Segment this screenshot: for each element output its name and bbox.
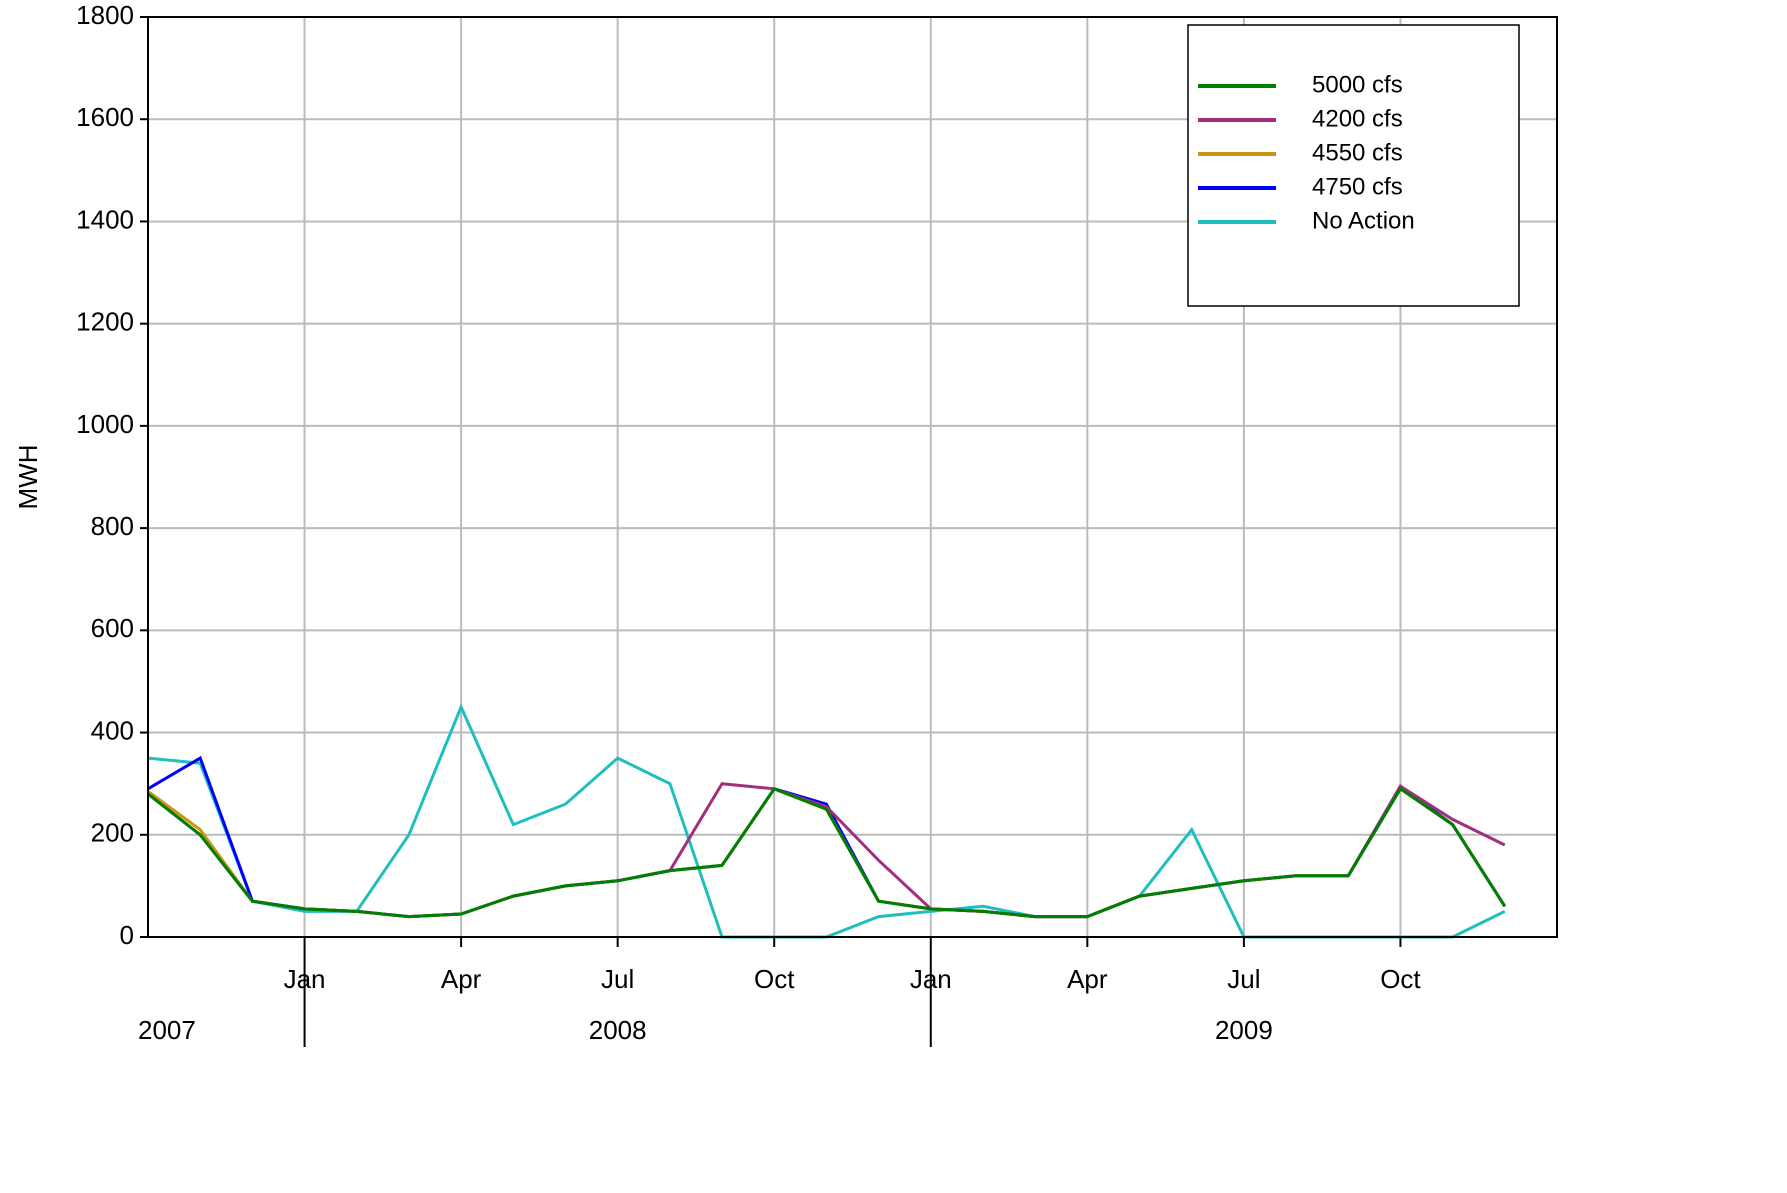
legend-label: 4550 cfs: [1312, 139, 1403, 166]
legend-label: 5000 cfs: [1312, 71, 1403, 98]
x-tick-label: Oct: [754, 964, 795, 994]
y-tick-label: 1000: [76, 409, 134, 439]
year-label: 2009: [1215, 1015, 1273, 1045]
legend-label: 4200 cfs: [1312, 105, 1403, 132]
y-tick-label: 1600: [76, 102, 134, 132]
x-tick-label: Apr: [1067, 964, 1108, 994]
x-tick-label: Jul: [601, 964, 634, 994]
y-axis-label: MWH: [13, 445, 43, 510]
axes: 0 200 400 600 800 1000 1200 1400 1600 1800 Jan Apr J…: [76, 0, 1421, 1047]
y-tick-label: 600: [91, 613, 134, 643]
y-tick-label: 200: [91, 818, 134, 848]
y-tick-label: 400: [91, 715, 134, 745]
x-tick-label: Apr: [441, 964, 482, 994]
legend-label: No Action: [1312, 207, 1415, 234]
year-label: 2007: [138, 1015, 196, 1045]
plot-frame: [147, 16, 1558, 938]
series-line: [147, 786, 1507, 919]
y-tick-label: 1400: [76, 204, 134, 234]
x-tick-label: Jul: [1227, 964, 1260, 994]
legend-label: 4750 cfs: [1312, 173, 1403, 200]
year-label: 2008: [589, 1015, 647, 1045]
y-tick-label: 1200: [76, 307, 134, 337]
x-tick-label: Jan: [284, 964, 326, 994]
y-tick-label: 1800: [76, 0, 134, 30]
y-tick-label: 0: [120, 920, 134, 950]
x-tick-label: Jan: [910, 964, 952, 994]
y-tick-label: 800: [91, 511, 134, 541]
legend: 5000 cfs 4200 cfs 4550 cfs 4750 cfs No Actio…: [1198, 71, 1415, 234]
x-tick-label: Oct: [1380, 964, 1421, 994]
legend-box: [1187, 24, 1520, 307]
